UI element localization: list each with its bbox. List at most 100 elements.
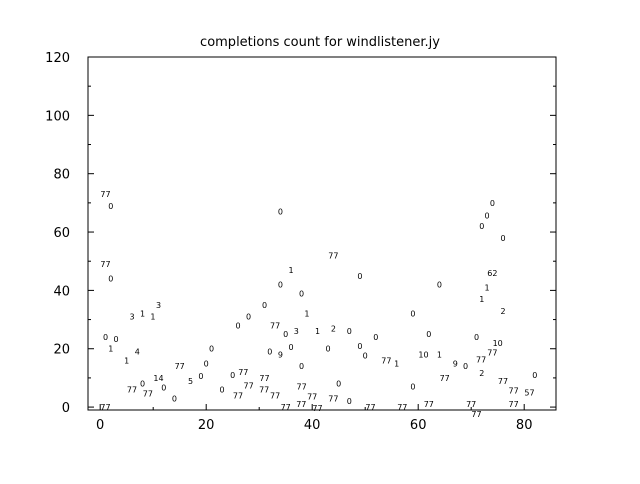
y-tick-label: 80: [53, 168, 70, 183]
data-point-label: 77: [259, 386, 269, 395]
data-point-label: 0: [347, 327, 352, 336]
data-point-label: 77: [307, 392, 317, 401]
y-tick-label: 60: [53, 226, 70, 241]
data-point-label: 10: [418, 351, 428, 360]
data-point-label: 1: [485, 283, 490, 292]
data-point-label: 0: [357, 342, 362, 351]
plot-frame: [87, 56, 557, 411]
data-point-label: 9: [453, 359, 458, 368]
y-tick-label: 40: [53, 284, 70, 299]
data-point-label: 1: [150, 313, 155, 322]
data-point-label: 77: [127, 386, 137, 395]
data-point-label: 0: [437, 281, 442, 290]
data-point-label: 77: [175, 362, 185, 371]
data-point-label: 77: [440, 374, 450, 383]
data-point-label: 0: [235, 321, 240, 330]
data-point-label: 77: [270, 321, 280, 330]
data-point-label: 0: [373, 333, 378, 342]
data-point-label: 77: [297, 383, 307, 392]
data-point-label: 77: [487, 349, 497, 358]
data-point-label: 14: [153, 374, 163, 383]
data-point-label: 0: [267, 348, 272, 357]
data-point-label: 0: [103, 333, 108, 342]
data-point-label: 0: [161, 384, 166, 393]
data-point-label: 0: [108, 202, 113, 211]
data-point-label: 62: [487, 269, 497, 278]
data-point-label: 77: [328, 394, 338, 403]
data-point-label: 77: [509, 387, 519, 396]
data-point-label: 0: [479, 222, 484, 231]
data-point-label: 0: [410, 310, 415, 319]
data-point-label: 77: [238, 368, 248, 377]
x-tick-label: 20: [198, 418, 215, 433]
data-point-label: 4: [135, 348, 140, 357]
data-point-label: 0: [246, 313, 251, 322]
y-tick-label: 20: [53, 343, 70, 358]
data-point-label: 77: [100, 190, 110, 199]
chart-title: completions count for windlistener.jy: [200, 35, 440, 50]
y-tick-label: 0: [62, 401, 70, 416]
data-point-label: 0: [288, 343, 293, 352]
data-point-label: 77: [100, 403, 110, 412]
data-point-label: 2: [331, 324, 336, 333]
data-point-label: 0: [474, 333, 479, 342]
data-point-label: 77: [233, 391, 243, 400]
data-point-label: 77: [381, 356, 391, 365]
data-point-label: 77: [312, 404, 322, 413]
data-point-label: 2: [479, 369, 484, 378]
data-point-label: 77: [328, 251, 338, 260]
data-point-label: 2: [500, 307, 505, 316]
data-point-label: 0: [220, 386, 225, 395]
data-point-label: 0: [204, 359, 209, 368]
data-point-label: 0: [426, 330, 431, 339]
x-tick-label: 80: [516, 418, 533, 433]
data-point-label: 77: [509, 400, 519, 409]
x-tick-label: 40: [304, 418, 321, 433]
data-point-label: 57: [524, 388, 534, 397]
data-point-label: 1: [288, 266, 293, 275]
data-point-label: 77: [498, 377, 508, 386]
data-point-label: 1: [315, 327, 320, 336]
data-point-label: 77: [424, 400, 434, 409]
data-point-label: 0: [209, 345, 214, 354]
data-point-label: 77: [259, 374, 269, 383]
data-point-label: 1: [108, 345, 113, 354]
data-point-label: 77: [270, 391, 280, 400]
data-point-label: 0: [490, 199, 495, 208]
data-point-label: 1: [140, 310, 145, 319]
data-point-label: 3: [156, 301, 161, 310]
data-point-label: 0: [357, 272, 362, 281]
data-point-label: 0: [347, 397, 352, 406]
x-tick-label: 0: [96, 418, 104, 433]
data-point-label: 77: [243, 382, 253, 391]
data-point-label: 0: [283, 330, 288, 339]
data-point-label: 77: [397, 403, 407, 412]
data-point-label: 0: [108, 275, 113, 284]
data-point-label: 0: [463, 362, 468, 371]
data-point-label: 0: [363, 352, 368, 361]
data-point-label: 0: [532, 371, 537, 380]
data-point-label: 0: [172, 394, 177, 403]
data-point-label: 3: [294, 327, 299, 336]
data-point-label: 77: [365, 403, 375, 412]
data-point-label: 0: [278, 281, 283, 290]
data-point-label: 9: [278, 351, 283, 360]
data-point-label: 10: [493, 339, 503, 348]
data-point-label: 0: [198, 372, 203, 381]
data-point-label: 0: [500, 234, 505, 243]
data-point-label: 0: [114, 335, 119, 344]
data-point-label: 77: [296, 400, 306, 409]
data-point-label: 1: [124, 356, 129, 365]
data-point-label: 0: [140, 380, 145, 389]
data-point-label: 77: [476, 356, 486, 365]
data-point-label: 0: [485, 212, 490, 221]
data-point-label: 0: [410, 383, 415, 392]
data-point-label: 77: [143, 390, 153, 399]
data-point-label: 3: [129, 313, 134, 322]
y-tick-label: 100: [45, 109, 70, 124]
data-point-label: 1: [394, 359, 399, 368]
data-point-label: 77: [466, 400, 476, 409]
data-point-label: 1: [304, 310, 309, 319]
data-point-label: 0: [278, 208, 283, 217]
